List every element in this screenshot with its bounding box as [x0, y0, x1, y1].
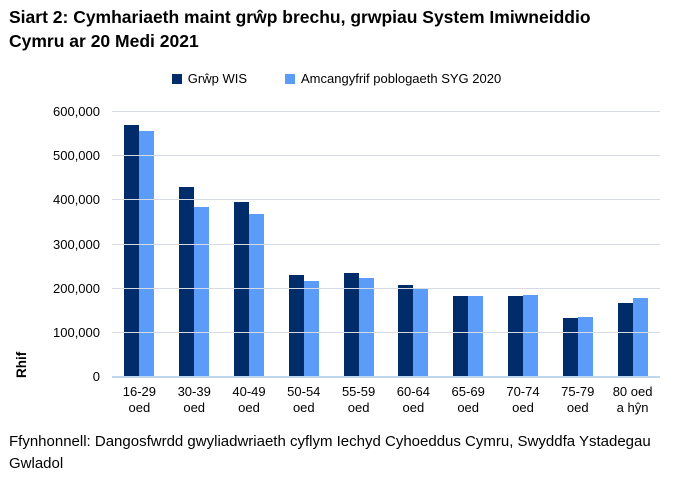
bar-group [276, 111, 331, 376]
x-axis: 16-29 oed 30-39 oed 40-49 oed 50-54 oed 55-59 oed… [112, 384, 660, 415]
y-axis: 600,000 500,000 400,000 300,000 200,000 100,0… [0, 104, 100, 384]
bar [124, 125, 140, 376]
x-category-label: 75-79 oed [561, 384, 595, 415]
bar [233, 202, 249, 376]
legend-swatch-icon [171, 73, 182, 84]
gridline [112, 331, 660, 333]
legend-item: Amcangyfrif poblogaeth SYG 2020 [285, 71, 501, 86]
x-category-label: 30-39 oed [177, 384, 211, 415]
bar [632, 298, 648, 376]
bar [139, 131, 155, 376]
bar [288, 275, 304, 376]
bar [522, 295, 538, 376]
bar [617, 303, 633, 376]
bar-group [605, 111, 660, 376]
x-category-label: 50-54 oed [287, 384, 321, 415]
chart-area: Rhif 600,000 500,000 400,000 300,000 200,000… [0, 104, 673, 421]
source-note: Ffynhonnell: Dangosfwrdd gwyliadwriaeth … [9, 433, 651, 472]
legend-label: Amcangyfrif poblogaeth SYG 2020 [301, 71, 502, 86]
y-tick-label: 500,000 [53, 148, 100, 164]
bar-group [496, 111, 551, 376]
y-tick-label: 200,000 [53, 280, 100, 296]
gridline [112, 287, 660, 289]
gridline [112, 243, 660, 245]
y-tick-label: 100,000 [53, 324, 100, 340]
gridline [112, 155, 660, 157]
x-category-label: 70-74 oed [506, 384, 540, 415]
bar [303, 281, 319, 376]
x-category-label: 40-49 oed [232, 384, 266, 415]
x-category-label: 80 oed a hŷn [612, 384, 653, 415]
bar [468, 296, 484, 376]
y-tick-label: 300,000 [53, 236, 100, 252]
bar [179, 187, 195, 376]
x-category-label: 65-69 oed [451, 384, 485, 415]
y-tick-label: 600,000 [53, 104, 100, 119]
legend: Grŵp WIS Amcangyfrif poblogaeth SYG 2020 [0, 71, 673, 86]
bar [358, 278, 374, 376]
y-tick-label: 400,000 [53, 192, 100, 208]
x-category-label: 55-59 oed [341, 384, 376, 415]
bar [453, 296, 469, 376]
gridline [112, 199, 660, 201]
bar-group [167, 111, 222, 376]
bar [248, 214, 264, 376]
bar [507, 296, 523, 376]
x-category-label: 60-64 oed [396, 384, 430, 415]
bar [194, 207, 210, 376]
bar-group [331, 111, 386, 376]
bar-group [441, 111, 496, 376]
bar [343, 273, 359, 376]
bar [577, 317, 593, 376]
chart-title: Siart 2: Cymhariaeth maint grŵp brechu, … [9, 7, 591, 51]
bar-groups [112, 111, 660, 376]
bar [398, 285, 414, 376]
bar [562, 318, 578, 376]
gridline [112, 111, 660, 112]
plot-area [112, 111, 660, 378]
x-category-label: 16-29 oed [122, 384, 157, 415]
bar-group [112, 111, 167, 376]
legend-label: Grŵp WIS [187, 71, 248, 86]
legend-swatch-icon [285, 73, 296, 84]
legend-item: Grŵp WIS [171, 71, 248, 86]
y-tick-label: 0 [92, 369, 100, 384]
